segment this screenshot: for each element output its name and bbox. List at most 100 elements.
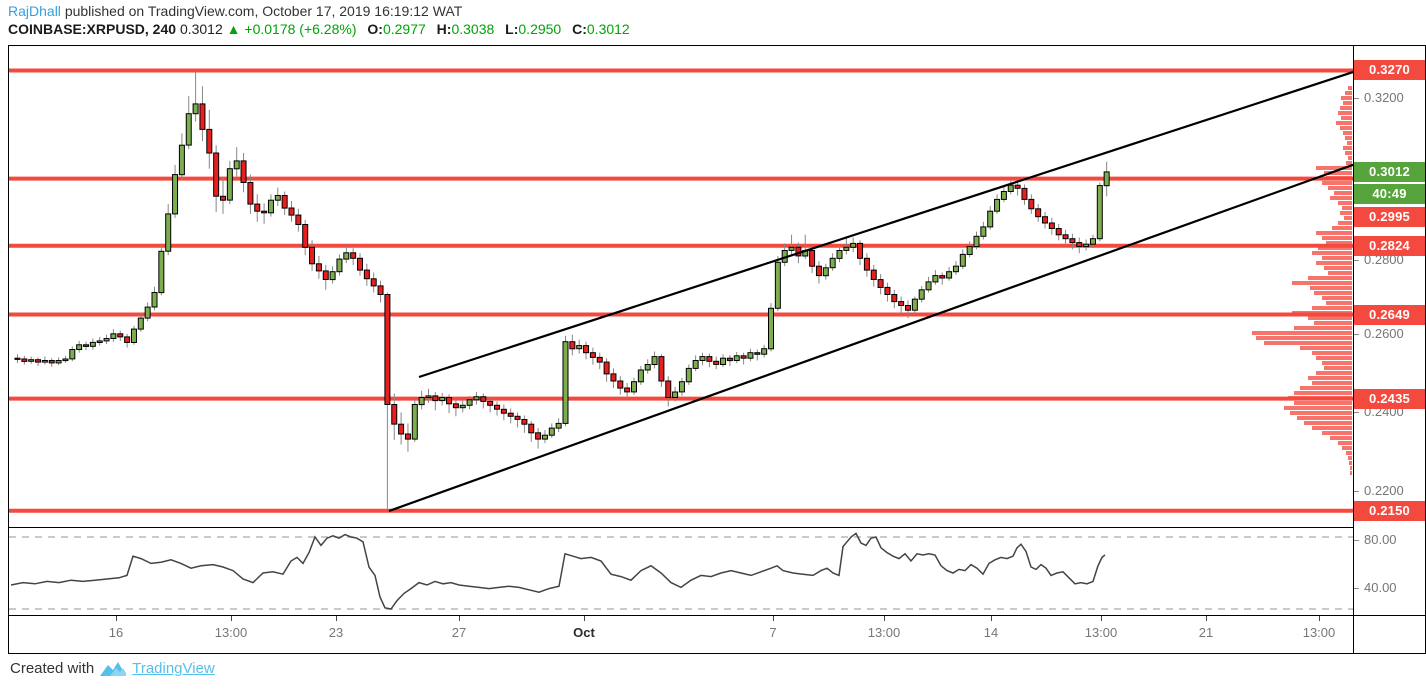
volume-profile-bar [1332,226,1352,230]
candle-body [637,369,644,383]
candle-body [726,357,733,362]
candle-body [576,345,583,350]
time-tick-label: 13:00 [1084,625,1118,640]
candle-body [69,349,76,360]
candle-body [473,396,480,401]
price-tick-label: 0.2200 [1364,483,1404,498]
candle-body [322,270,329,280]
time-tick-label: 21 [1198,625,1214,640]
symbol-ohlc-row: COINBASE:XRPUSD, 240 0.3012 ▲ +0.0178 (+… [8,21,630,37]
candle-body [651,356,658,366]
candle-body [432,395,439,402]
candle-body [1096,185,1103,240]
volume-profile-bar [1297,416,1352,420]
volume-profile-bar [1328,271,1352,275]
candle-body [391,404,398,425]
candle-body [788,246,795,251]
candle-body [507,412,514,417]
candle-body [487,400,494,406]
time-tick [1206,616,1207,621]
candle-body [329,271,336,281]
candle-body [843,246,850,251]
candle-body [418,397,425,406]
candle-body [350,252,357,259]
candle-body [973,235,980,248]
candle-body [411,404,418,440]
publish-text: published on TradingView.com, October 17… [64,3,463,19]
trend-channel-line[interactable] [388,163,1353,513]
author-link[interactable]: RajDhall [8,3,61,19]
volume-profile-bar [1330,196,1352,200]
candle-body [952,265,959,273]
volume-profile-bar [1342,206,1352,210]
volume-profile-bar [1310,286,1352,290]
candle-body [1089,238,1096,245]
time-axis[interactable]: 16 13:00 23 27 Oct 7 13:00 14 13:00 21 13:00 [9,615,1425,654]
candle-body [240,160,247,184]
tradingview-logo-icon [100,662,127,676]
volume-profile-bar [1346,161,1352,165]
tradingview-brand-link[interactable]: TradingView [132,660,215,677]
rsi-panel [9,527,1354,615]
volume-profile-bar [1330,436,1352,440]
candle-body [446,397,453,405]
candle-body [233,160,240,170]
candle-body [226,168,233,201]
time-tick-label: 13:00 [867,625,901,640]
candle-body [288,207,295,216]
candle-body [459,404,466,409]
volume-profile-bar [1345,136,1352,140]
volume-profile-bar [1284,406,1352,410]
volume-profile-bar [1316,356,1352,360]
volume-profile-bar [1316,261,1352,265]
candle-body [980,226,987,237]
volume-profile-bar [1304,421,1352,425]
candle-body [994,198,1001,212]
volume-profile-bar [1316,371,1352,375]
price-chart-panel [9,46,1354,527]
price-axis[interactable]: 0.3200 0.2800 0.2600 0.2400 0.2200 0.3270 0.30… [1354,46,1425,615]
volume-profile-bar [1324,266,1352,270]
candle-body [144,306,151,319]
candle-body [1000,191,1007,200]
candle-body [877,279,884,289]
candle-body [1021,187,1028,200]
time-tick-label: 16 [108,625,124,640]
volume-profile-bar [1312,381,1352,385]
candle-body [932,275,939,283]
volume-profile-bar [1348,156,1352,160]
price-level-badge: 0.2435 [1354,389,1425,409]
volume-profile-bar [1348,86,1352,90]
publish-note: RajDhall published on TradingView.com, O… [8,3,462,19]
axis-corner-divider [1353,616,1354,654]
candle-body [815,265,822,277]
rsi-tick [1354,540,1359,541]
candle-body [254,203,261,212]
volume-profile-bar [1343,146,1352,150]
volume-profile-bar [1290,411,1352,415]
candle-body [768,307,774,350]
time-tick [459,616,460,621]
candle-body [281,195,288,209]
last-price: 0.3012 [179,21,223,37]
candle-body [541,434,548,440]
open-value: 0.2977 [382,21,426,37]
price-tick [1354,260,1359,261]
candle-body [644,364,651,371]
candle-body [48,360,55,364]
candle-body [377,285,384,295]
low-label: L: [505,21,519,37]
trend-channel-line[interactable] [418,71,1353,379]
rsi-tick-label: 40.00 [1364,580,1397,595]
time-tick [584,616,585,621]
candle-body [267,199,274,214]
volume-profile-bar [1341,96,1352,100]
volume-profile-bar [1326,301,1352,305]
volume-profile-bar [1347,141,1352,145]
volume-profile-bar [1348,456,1352,460]
candle-body [569,341,576,350]
candle-body [480,396,487,402]
candle-body [363,269,370,280]
candle-body [925,281,932,291]
candle-body [89,341,96,347]
